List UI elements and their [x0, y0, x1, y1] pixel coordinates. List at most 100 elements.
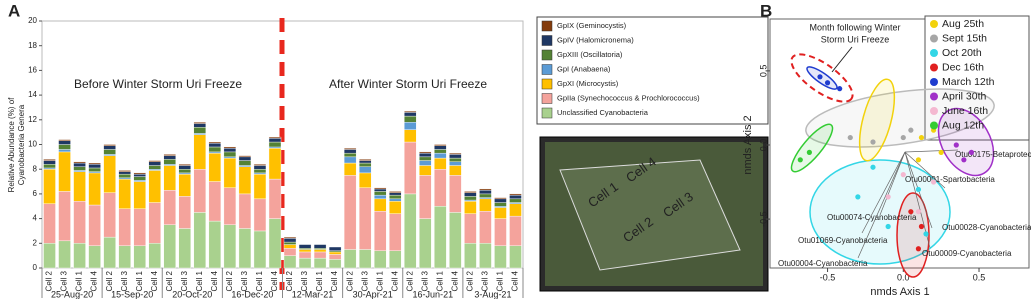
bar-segment: [178, 196, 192, 229]
bar-segment: [419, 160, 432, 166]
y-tick-label: 8: [33, 164, 38, 173]
bar-segment: [298, 249, 312, 253]
x-tick-label: Cell 3: [180, 270, 189, 291]
bar-segment: [373, 187, 387, 190]
bar-segment: [494, 197, 507, 200]
bar-segment: [464, 213, 477, 244]
bar-segment: [449, 175, 462, 213]
bar-segment: [88, 245, 101, 269]
group-label: 30-Apr-21: [353, 289, 393, 299]
y-tick-label: 0: [33, 263, 38, 272]
bar-segment: [193, 212, 207, 269]
panel-label: A: [8, 1, 20, 20]
bar-segment: [238, 160, 252, 166]
legend-marker: [930, 63, 938, 72]
bar-segment: [283, 244, 297, 249]
bar-segment: [298, 251, 312, 259]
bar-segment: [58, 144, 71, 150]
bar-segment: [73, 162, 86, 167]
bar-segment: [43, 164, 56, 169]
x-tick-label: Cell 1: [255, 270, 264, 291]
bar-segment: [464, 243, 477, 269]
legend-label: Sept 15th: [942, 32, 987, 44]
bar-segment: [434, 145, 447, 150]
legend-marker: [930, 92, 938, 101]
bar-segment: [313, 257, 327, 269]
panel-label: B: [760, 1, 772, 20]
bar-segment: [343, 152, 357, 158]
bar-segment: [223, 224, 237, 269]
x-tick-label: Cell 4: [90, 270, 99, 291]
bar-segment: [268, 148, 282, 180]
bar-segment: [103, 145, 116, 150]
legend-marker: [930, 78, 938, 86]
legend-label: GpIV (Halomicronema): [557, 35, 634, 44]
bar-segment: [479, 198, 492, 212]
map-cells: [559, 159, 741, 271]
bar-segment: [133, 245, 146, 269]
vector-label: Otu00001-Spartobacteria: [905, 175, 995, 184]
y-tick-label: 2: [33, 238, 38, 247]
bar-segment: [253, 173, 267, 200]
bar-segment: [509, 198, 522, 203]
bar-segment: [298, 244, 312, 249]
bar-segment: [88, 204, 101, 246]
bar-segment: [494, 198, 507, 203]
bar-segment: [268, 138, 282, 143]
legend-label: Aug 25th: [942, 18, 984, 30]
x-tick-label: Cell 2: [405, 270, 414, 291]
x-axis-label: nmds Axis 1: [870, 286, 929, 298]
bar-segment: [404, 193, 417, 269]
y-tick-label: -0.5: [758, 211, 768, 227]
bar-segment: [328, 251, 342, 255]
bar-segment: [148, 161, 161, 166]
point: [900, 172, 906, 178]
bar-segment: [238, 228, 252, 269]
annotation: Month following Winter: [809, 22, 900, 32]
bar-segment: [103, 144, 116, 146]
x-tick-label: Cell 2: [345, 270, 354, 291]
legend-box: [536, 16, 769, 125]
bar-segment: [358, 249, 372, 269]
bar-segment: [178, 173, 192, 197]
bar-segment: [238, 193, 252, 229]
bar-segment: [223, 146, 237, 149]
bar-segment: [404, 112, 417, 117]
bar-segment: [373, 198, 387, 212]
bar-segment: [103, 155, 116, 193]
bar-segment: [58, 139, 71, 141]
bar-segment: [434, 168, 447, 207]
bar-segment: [328, 246, 342, 251]
bar-segment: [464, 191, 477, 193]
bar-segment: [389, 198, 402, 202]
x-tick-label: Cell 1: [75, 270, 84, 291]
x-tick-label: Cell 4: [150, 270, 159, 291]
bar-segment: [208, 141, 222, 144]
y-tick-label: 18: [28, 41, 37, 50]
group-label: 3-Aug-21: [474, 289, 511, 299]
vector-label: Otu00074-Cyanobacteria: [827, 213, 917, 222]
bar-segment: [193, 127, 207, 134]
y-tick-label: 12: [28, 115, 37, 124]
bar-segment: [494, 207, 507, 219]
point: [915, 186, 922, 193]
point: [837, 86, 843, 92]
legend-marker: [930, 34, 938, 43]
legend-swatch: [541, 35, 553, 46]
legend-label: Oct 20th: [942, 47, 982, 59]
bar-segment: [88, 167, 101, 172]
bar-segment: [449, 212, 462, 269]
bar-segment: [404, 115, 417, 123]
bar-segment: [73, 201, 86, 244]
y-tick-label: 14: [28, 90, 37, 99]
point: [968, 149, 975, 155]
legend-marker: [930, 49, 938, 57]
bar-segment: [389, 250, 402, 269]
legend-swatch: [541, 20, 553, 32]
bar-segment: [464, 196, 477, 201]
bar-segment: [193, 134, 207, 170]
bar-segment: [404, 110, 417, 113]
point: [915, 246, 922, 252]
point: [961, 157, 967, 163]
bar-segment: [358, 162, 372, 167]
